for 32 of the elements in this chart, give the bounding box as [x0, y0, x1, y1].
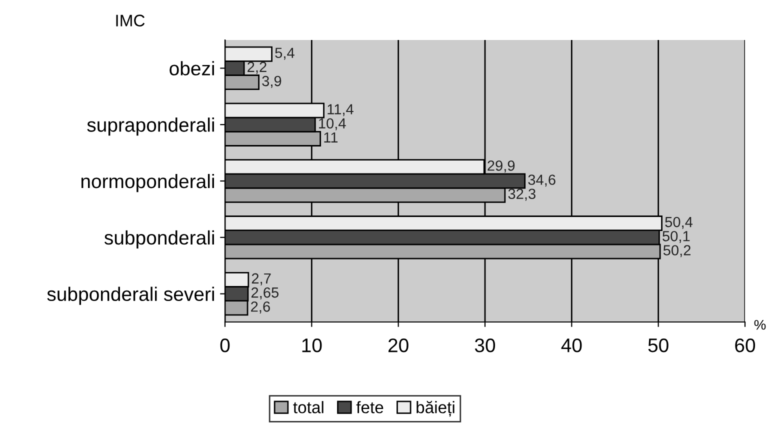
data-label: 50,4 [665, 216, 693, 229]
y-tick-label: normoponderali [81, 174, 214, 192]
y-axis-title: IMC [116, 14, 145, 26]
data-label: 50,2 [663, 245, 690, 258]
data-label: 3,9 [262, 76, 282, 88]
x-axis-title: % [754, 320, 766, 330]
data-label: 5,4 [275, 48, 294, 60]
x-tick-label: 10 [302, 338, 322, 352]
data-label: 2,65 [251, 287, 279, 300]
y-tick-label: supraponderali [87, 118, 214, 136]
data-label: 11,4 [328, 104, 354, 116]
y-tick-label: subponderali severi [47, 286, 214, 305]
data-label: 29,9 [488, 160, 515, 173]
data-label: 11 [324, 132, 338, 142]
legend-label: băieți [416, 400, 454, 417]
x-tick-label: 40 [561, 338, 582, 352]
x-tick-label: 0 [220, 338, 230, 352]
data-label: 2,7 [252, 273, 271, 286]
data-label: 2,2 [248, 62, 266, 74]
data-label: 2,6 [251, 301, 270, 314]
data-label: 34,6 [528, 174, 556, 187]
x-tick-label: 50 [648, 338, 668, 352]
data-label: 10,4 [319, 118, 346, 130]
x-tick-label: 20 [388, 338, 408, 352]
y-tick-label: subponderali [104, 230, 214, 248]
legend-label: fete [356, 401, 384, 414]
legend-label: total [293, 401, 324, 414]
data-label: 50,1 [662, 230, 690, 244]
data-label: 32,3 [508, 188, 536, 201]
y-tick-label: obezi [170, 61, 214, 76]
x-tick-label: 30 [474, 338, 496, 352]
x-tick-label: 60 [735, 338, 756, 352]
